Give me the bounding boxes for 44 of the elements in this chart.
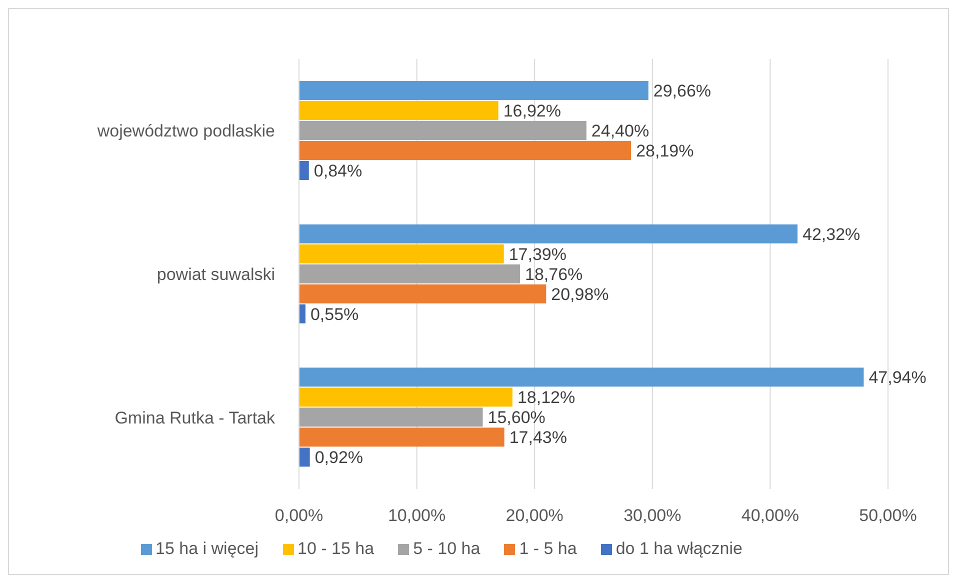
bar (299, 244, 504, 264)
data-label: 16,92% (503, 102, 561, 121)
data-label: 29,66% (653, 82, 712, 101)
legend-label: 5 - 10 ha (413, 539, 480, 558)
bar (299, 284, 546, 304)
x-tick-label: 20,00% (506, 506, 564, 526)
data-label: 42,32% (802, 224, 860, 244)
data-label: 17,39% (508, 244, 567, 264)
bar (299, 304, 306, 324)
data-label: 0,55% (310, 304, 359, 324)
legend-label: do 1 ha włącznie (616, 539, 742, 558)
bar (299, 368, 864, 387)
data-label: 0,92% (314, 448, 364, 468)
data-label: 17,43% (509, 428, 567, 448)
data-label: 18,76% (524, 264, 583, 284)
data-label: 20,98% (551, 284, 609, 304)
data-label: 24,40% (591, 122, 650, 141)
bar (299, 388, 512, 407)
x-tick-label: 40,00% (741, 506, 800, 526)
data-label: 47,94% (868, 368, 926, 388)
bar (299, 121, 586, 140)
legend-label: 15 ha i więcej (156, 539, 259, 558)
y-tick-label: powiat suwalski (156, 265, 275, 284)
x-tick-label: 0,00% (274, 506, 324, 526)
data-label: 18,12% (517, 388, 576, 408)
bar (299, 141, 632, 160)
bar (299, 101, 498, 120)
bar (299, 408, 483, 427)
bar (299, 264, 520, 284)
legend-label: 10 - 15 ha (298, 539, 374, 558)
x-tick-label: 10,00% (388, 506, 446, 526)
y-tick-label: województwo podlaskie (96, 122, 275, 141)
x-tick-label: 50,00% (859, 506, 917, 526)
y-tick-label: Gmina Rutka - Tartak (114, 408, 276, 428)
bar (299, 224, 798, 244)
data-label: 0,84% (314, 162, 362, 181)
x-tick-label: 30,00% (624, 506, 682, 526)
legend-label: 1 - 5 ha (519, 539, 577, 558)
bar (299, 161, 309, 180)
bar (299, 428, 504, 447)
bar (299, 448, 310, 467)
data-label: 15,60% (488, 408, 546, 428)
data-label: 28,19% (636, 142, 694, 161)
bar (299, 81, 648, 100)
